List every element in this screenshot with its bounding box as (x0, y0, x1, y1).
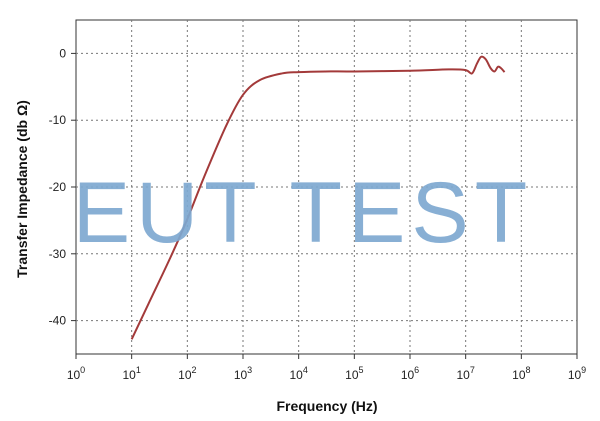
grid (76, 20, 577, 354)
series-layer (130, 55, 506, 340)
y-axis-title: Transfer Impedance (db Ω) (14, 100, 30, 278)
x-tick-label: 109 (568, 365, 586, 382)
series-line (130, 55, 506, 340)
x-tick-label: 107 (456, 365, 474, 382)
x-tick-label: 101 (122, 365, 140, 382)
x-tick-label: 108 (512, 365, 530, 382)
watermark-text: EUT TEST (73, 165, 534, 261)
y-tick-label: 0 (59, 46, 66, 60)
x-axis-title: Frequency (Hz) (276, 398, 377, 414)
y-tick-label: -20 (49, 180, 67, 194)
x-tick-label: 103 (234, 365, 252, 382)
x-tick-label: 100 (67, 365, 85, 382)
x-axis: 100 101 102 103 104 105 106 107 108 109 (67, 354, 586, 382)
y-tick-label: -40 (49, 314, 67, 328)
y-tick-label: -30 (49, 247, 67, 261)
x-tick-label: 106 (401, 365, 419, 382)
x-tick-label: 104 (289, 365, 307, 382)
x-tick-label: 102 (178, 365, 196, 382)
y-tick-label: -10 (49, 113, 67, 127)
y-axis: 0 -10 -20 -30 -40 (49, 46, 76, 328)
x-tick-label: 105 (345, 365, 363, 382)
